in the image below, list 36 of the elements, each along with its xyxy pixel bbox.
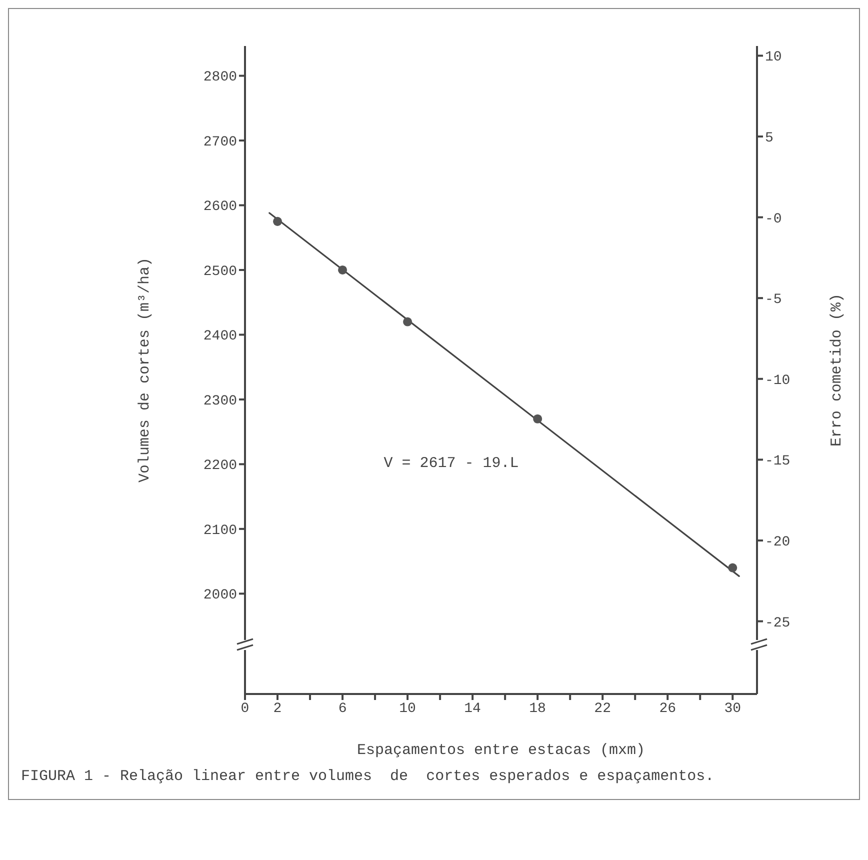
y-tick-label: 2100	[203, 522, 237, 539]
point	[728, 563, 738, 572]
x-tick-label: 18	[529, 700, 546, 717]
x-tick-label: 6	[338, 700, 347, 717]
y2-tick-label: -5	[765, 292, 782, 308]
point	[272, 216, 282, 226]
y2-tick-label: -25	[765, 615, 790, 632]
y2-tick-label: 10	[765, 50, 782, 66]
x-axis-title: Espaçamentos entre estacas (mxm)	[356, 742, 646, 759]
point	[403, 317, 412, 326]
x-tick-label: 14	[464, 700, 481, 717]
x-tick-label: 30	[724, 700, 742, 717]
text: FIGURA 1 - Relação linear entre volumes de cortes esperados e espaçamentos.	[20, 767, 716, 787]
y-tick-label: 2300	[203, 393, 237, 410]
y-tick-label: 2600	[203, 199, 237, 216]
y2-axis-title: Erro cometido (%)	[828, 293, 846, 447]
y-tick-label: 2700	[203, 134, 237, 150]
y-tick-label: 2500	[203, 264, 237, 280]
y-tick-label: 2000	[203, 588, 237, 604]
y-axis-title: Volumes de cortes (m³/ha)	[136, 257, 154, 483]
x-tick-label: 22	[594, 700, 611, 717]
y2-tick-label: -20	[765, 534, 790, 550]
x-tick-label: 0	[240, 700, 250, 717]
y-tick-label: 2400	[203, 328, 237, 345]
y2-tick-label: -10	[765, 372, 790, 389]
point	[338, 265, 348, 274]
x-tick-label: 10	[399, 700, 416, 717]
y-tick-label: 2200	[203, 458, 237, 474]
y-tick-label: 2800	[203, 70, 237, 86]
annotation: V = 2617 - 19.L	[384, 455, 519, 472]
x-tick-label: 26	[659, 700, 676, 717]
x-tick-label: 2	[273, 700, 282, 717]
point	[533, 414, 542, 424]
y2-tick-label: 5	[765, 130, 774, 146]
y2-tick-label: -15	[765, 454, 790, 470]
y2-tick-label: -0	[765, 211, 782, 228]
